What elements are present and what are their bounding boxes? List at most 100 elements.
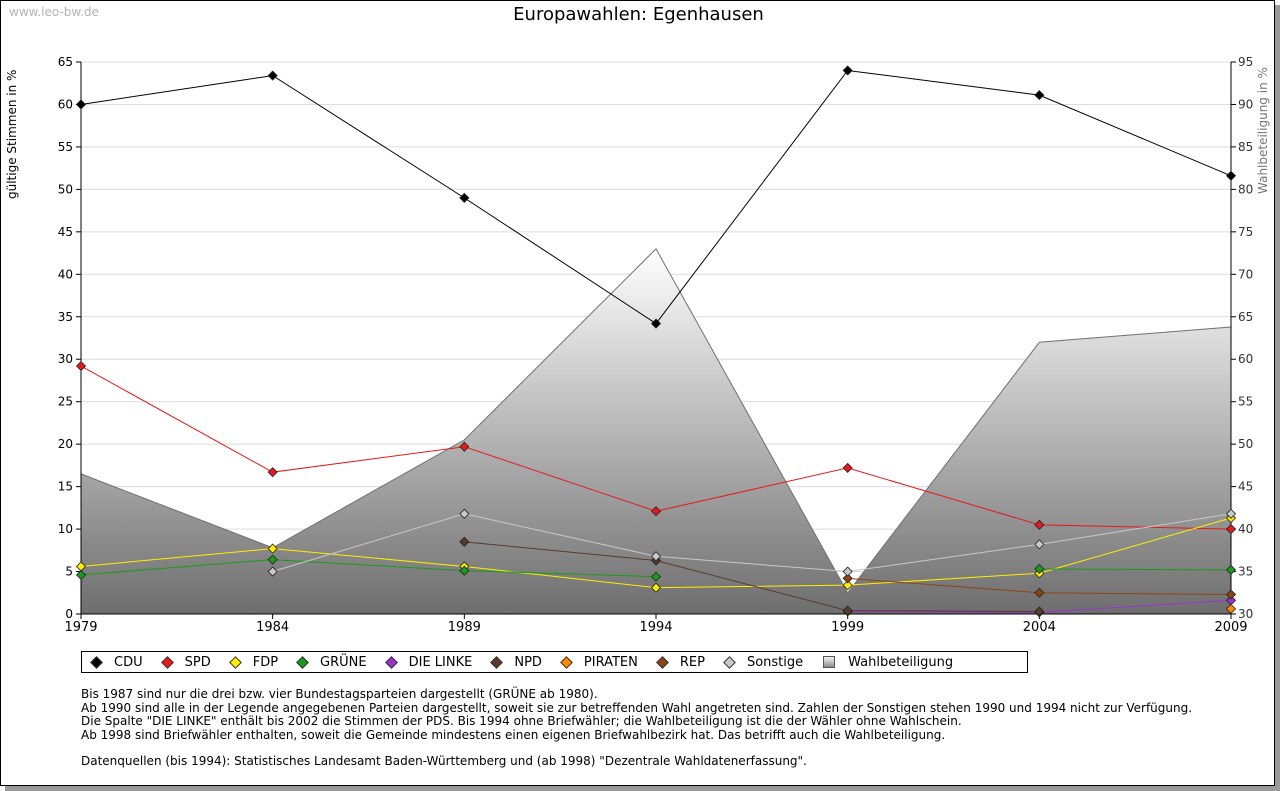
turnout-area (81, 248, 1231, 615)
y-tick-label: 40 (58, 267, 73, 281)
y-tick-label: 35 (58, 310, 73, 324)
y2-tick-label: 80 (1238, 182, 1253, 196)
legend-label: Wahlbeteiligung (848, 654, 954, 670)
data-point-grüne (75, 569, 87, 581)
legend-item: FDP (228, 654, 279, 670)
data-point-npd (459, 536, 470, 547)
y2-tick-label: 70 (1238, 267, 1253, 281)
legend-area-icon (823, 656, 836, 668)
note-line: Bis 1987 sind nur die drei bzw. vier Bun… (81, 687, 598, 701)
data-point-npd (1034, 606, 1045, 617)
watermark: www.leo-bw.de (9, 5, 99, 19)
x-tick-label: 1984 (256, 620, 289, 635)
y-tick-label: 5 (65, 565, 73, 579)
y-tick-label: 60 (58, 97, 73, 111)
legend: CDU SPD FDP GRÜNE DIE LINKE NPD PIRATEN REP Sons… (81, 651, 1028, 673)
legend-marker-icon (656, 655, 669, 669)
data-point-sonstige (267, 566, 278, 577)
data-point-grüne (1225, 564, 1237, 575)
data-point-rep (842, 573, 853, 584)
data-point-grüne (650, 571, 662, 582)
data-point-sonstige (842, 566, 853, 577)
y-tick-label: 20 (58, 437, 73, 451)
data-point-rep (1225, 589, 1237, 600)
data-point-sonstige (1225, 508, 1237, 519)
data-point-sonstige (650, 551, 662, 562)
data-point-spd (1034, 519, 1045, 530)
legend-label: FDP (252, 654, 279, 670)
data-point-cdu (650, 318, 662, 329)
note-line: Ab 1990 sind alle in der Legende angegeb… (81, 700, 1193, 715)
data-point-cdu (842, 65, 853, 76)
legend-marker-icon (296, 655, 309, 669)
legend-item: Wahlbeteiligung (823, 655, 953, 670)
data-point-spd (650, 506, 662, 517)
source-note: Datenquellen (bis 1994): Statistisches L… (81, 754, 807, 768)
y2-tick-label: 75 (1238, 225, 1253, 239)
data-point-cdu (75, 99, 87, 110)
legend-label: PIRATEN (583, 654, 638, 670)
legend-item: GRÜNE (296, 654, 367, 670)
data-point-grüne (1034, 563, 1045, 575)
series-line-npd (464, 541, 1040, 612)
y2-tick-label: 45 (1238, 480, 1253, 494)
x-tick-label: 1989 (448, 620, 481, 635)
legend-marker-icon (160, 655, 174, 669)
legend-marker-icon (90, 655, 103, 669)
legend-marker-icon (723, 655, 736, 669)
data-point-grüne (267, 554, 278, 565)
data-point-spd (459, 441, 470, 452)
y2-tick-label: 85 (1238, 140, 1253, 154)
y-tick-label: 50 (58, 182, 73, 196)
y2-tick-label: 65 (1238, 310, 1253, 324)
data-point-cdu (1034, 90, 1045, 101)
data-point-cdu (1225, 170, 1237, 181)
legend-item: SPD (160, 655, 211, 670)
legend-label: REP (679, 654, 705, 670)
legend-label: DIE LINKE (408, 654, 473, 670)
y2-tick-label: 30 (1238, 607, 1253, 621)
x-tick-label: 1994 (639, 620, 672, 635)
y-tick-label: 55 (58, 140, 73, 154)
legend-marker-icon (490, 655, 504, 669)
y-tick-label: 65 (58, 55, 73, 69)
data-point-grüne (459, 565, 470, 576)
legend-item: REP (656, 654, 705, 670)
legend-item: PIRATEN (560, 654, 638, 670)
note-line: Die Spalte "DIE LINKE" enthält bis 2002 … (81, 714, 962, 728)
chart-title: Europawahlen: Egenhausen (513, 4, 764, 25)
data-point-cdu (459, 192, 470, 203)
legend-item: NPD (490, 654, 542, 670)
note-line: Ab 1998 sind Briefwähler enthalten, sowe… (81, 727, 946, 742)
data-point-spd (75, 360, 87, 372)
legend-item: DIE LINKE (384, 654, 473, 670)
data-point-spd (842, 462, 853, 473)
x-tick-label: 2004 (1023, 620, 1056, 635)
y-tick-label: 25 (58, 395, 73, 409)
plot-area: 0 5 10 15 20 25 30 35 40 45 50 55 60 65 30 35 40 45 50 55 60… (58, 55, 1254, 635)
y-tick-label: 10 (58, 522, 73, 536)
y2-tick-label: 95 (1238, 55, 1253, 69)
y2-tick-label: 50 (1238, 437, 1253, 451)
y2-tick-label: 40 (1238, 522, 1253, 536)
legend-label: GRÜNE (320, 654, 367, 670)
legend-label: NPD (514, 654, 542, 670)
y2-tick-label: 55 (1238, 395, 1253, 409)
data-point-fdp (650, 582, 662, 593)
y2-tick-label: 90 (1238, 97, 1253, 111)
data-point-fdp (842, 580, 853, 591)
data-point-fdp (267, 543, 278, 554)
y2-tick-label: 35 (1238, 565, 1253, 579)
x-tick-label: 1979 (64, 620, 97, 635)
legend-label: CDU (114, 654, 143, 670)
data-point-npd (842, 605, 853, 616)
notes: Bis 1987 sind nur die drei bzw. vier Bun… (81, 687, 1193, 769)
x-tick-label: 2009 (1214, 620, 1247, 635)
data-point-cdu (267, 70, 278, 81)
data-point-spd (267, 467, 278, 478)
series-line-grüne (80, 559, 1232, 578)
legend-item: Sonstige (723, 655, 803, 670)
y-tick-label: 0 (65, 607, 73, 621)
legend-item: CDU (90, 654, 143, 670)
y-tick-label: 15 (58, 480, 73, 494)
